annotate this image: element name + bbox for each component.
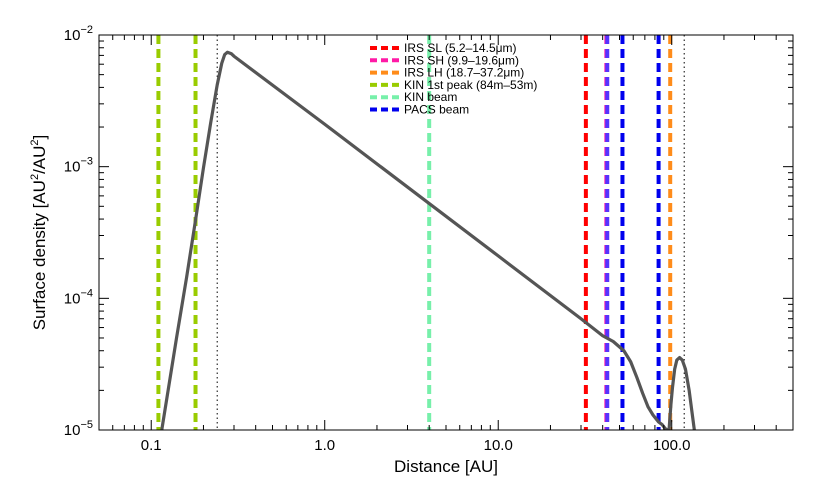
x-tick-label: 10.0 — [484, 437, 513, 454]
y-axis-label-mid: /AU — [30, 146, 49, 174]
y-tick-label: 10−4 — [64, 287, 93, 307]
y-tick-label: 10−2 — [64, 24, 93, 44]
legend-label: PACS beam — [404, 103, 469, 117]
legend: IRS SL (5.2–14.5μm)IRS SH (9.9–19.6μm)IR… — [370, 41, 537, 117]
surface-density-curve — [160, 50, 670, 430]
legend-label: KIN beam — [404, 90, 457, 104]
y-tick-label: 10−3 — [64, 156, 93, 176]
y-axis-label-end: ] — [30, 135, 49, 140]
reference-lines — [156, 35, 685, 430]
x-tick-label: 0.1 — [141, 437, 162, 454]
axes: 0.1 1.0 10.0 100.0 10−5 10−4 10−3 10−2 — [64, 24, 794, 454]
y-axis-label: Surface density [AU2/AU2] — [29, 135, 49, 331]
legend-label: KIN 1st peak (84m–53m) — [404, 78, 537, 92]
y-axis-label-sup2: 2 — [29, 139, 41, 145]
x-tick-label: 100.0 — [653, 437, 691, 454]
y-axis-label-sup1: 2 — [29, 174, 41, 180]
legend-label: IRS SH (9.9–19.6μm) — [404, 53, 519, 67]
legend-label: IRS SL (5.2–14.5μm) — [404, 41, 517, 55]
legend-label: IRS LH (18.7–37.2μm) — [404, 66, 524, 80]
x-axis-label: Distance [AU] — [394, 457, 498, 476]
y-tick-label: 10−5 — [64, 419, 93, 439]
curves — [160, 50, 696, 430]
surface-density-curve — [667, 355, 696, 430]
y-axis-label-main: Surface density [AU — [30, 180, 49, 330]
x-tick-label: 1.0 — [314, 437, 335, 454]
